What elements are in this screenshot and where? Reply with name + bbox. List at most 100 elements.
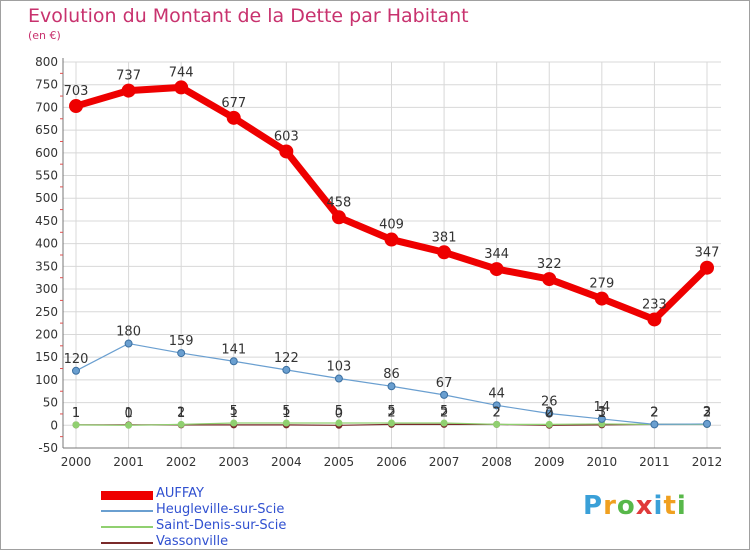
data-label: 1 xyxy=(177,406,185,421)
data-label: 5 xyxy=(230,404,238,419)
data-label: 458 xyxy=(327,195,352,210)
data-point xyxy=(72,421,80,429)
data-label: 344 xyxy=(484,247,509,262)
data-point xyxy=(437,245,452,260)
data-point xyxy=(594,291,609,306)
data-label: 0 xyxy=(124,406,132,421)
y-tick-label: 450 xyxy=(35,214,58,228)
data-label: 1 xyxy=(230,406,238,421)
legend-label: Vassonville xyxy=(156,534,229,549)
chart-title: Evolution du Montant de la Dette par Hab… xyxy=(28,5,469,27)
y-tick-label: 650 xyxy=(35,123,58,137)
data-label: 3 xyxy=(703,405,711,420)
y-tick-label: 200 xyxy=(35,327,58,341)
y-tick-label: 300 xyxy=(35,282,58,296)
data-point xyxy=(545,420,553,428)
data-point xyxy=(69,99,83,114)
y-tick-label: 150 xyxy=(35,350,58,364)
data-point xyxy=(384,232,399,247)
data-label: 44 xyxy=(488,386,505,401)
data-point xyxy=(174,80,189,95)
x-tick-label: 2011 xyxy=(639,455,670,469)
data-label: 2 xyxy=(493,405,501,420)
data-point xyxy=(493,420,501,428)
data-label: 347 xyxy=(695,246,720,261)
data-label: 737 xyxy=(116,69,141,84)
data-point xyxy=(121,83,136,98)
data-point xyxy=(335,419,343,427)
data-point xyxy=(125,421,133,429)
logo-letter: P xyxy=(583,491,604,521)
data-label: 2 xyxy=(177,405,185,420)
data-point xyxy=(177,349,186,358)
x-tick-label: 2009 xyxy=(534,455,565,469)
logo-letter: o xyxy=(616,491,636,521)
data-label: 120 xyxy=(64,352,89,367)
data-label: 1 xyxy=(282,406,290,421)
legend-swatch xyxy=(101,542,153,544)
data-label: 1 xyxy=(72,406,80,421)
data-point xyxy=(542,272,557,287)
data-label: 381 xyxy=(432,230,457,245)
y-tick-label: 600 xyxy=(35,146,58,160)
data-point xyxy=(334,374,343,383)
data-point xyxy=(229,357,238,366)
y-tick-label: 550 xyxy=(35,169,58,183)
x-tick-label: 2000 xyxy=(61,455,92,469)
data-label: 159 xyxy=(169,334,194,349)
data-label: 0 xyxy=(335,406,343,421)
y-tick-label: 500 xyxy=(35,191,58,205)
legend-swatch xyxy=(101,526,153,528)
data-point xyxy=(279,144,294,159)
data-point xyxy=(226,110,241,125)
y-tick-label: 700 xyxy=(35,100,58,114)
y-tick-label: 750 xyxy=(35,78,58,92)
data-label: 677 xyxy=(221,96,246,111)
legend-label: Saint-Denis-sur-Scie xyxy=(156,518,287,533)
data-label: 603 xyxy=(274,129,299,144)
data-label: 2 xyxy=(493,405,501,420)
data-point xyxy=(489,262,504,277)
data-point xyxy=(282,365,291,374)
data-label: 2 xyxy=(650,405,658,420)
logo-letter: i xyxy=(676,491,687,521)
data-label: 103 xyxy=(327,360,352,375)
data-label: 279 xyxy=(589,277,614,292)
logo-letter: r xyxy=(603,491,617,521)
data-point xyxy=(440,390,449,399)
data-label: 2 xyxy=(440,405,448,420)
logo-letter: x xyxy=(635,491,654,521)
x-tick-label: 2006 xyxy=(376,455,407,469)
data-point xyxy=(387,382,396,391)
data-label: 141 xyxy=(221,342,246,357)
x-tick-label: 2005 xyxy=(324,455,355,469)
y-tick-label: 100 xyxy=(35,373,58,387)
data-label: 0 xyxy=(545,406,553,421)
x-tick-label: 2012 xyxy=(692,455,723,469)
data-label: 14 xyxy=(594,400,611,415)
data-point xyxy=(388,419,395,427)
data-label: 233 xyxy=(642,297,667,312)
data-label: 26 xyxy=(541,394,558,409)
data-label: 5 xyxy=(282,404,290,419)
data-label: 1 xyxy=(598,406,606,421)
data-label: 703 xyxy=(64,84,89,99)
x-tick-label: 2003 xyxy=(218,455,249,469)
data-label: 2 xyxy=(387,405,395,420)
data-point xyxy=(650,420,659,429)
x-tick-label: 2001 xyxy=(113,455,144,469)
data-label: 2 xyxy=(703,405,711,420)
data-label: 5 xyxy=(335,404,343,419)
x-tick-label: 2007 xyxy=(429,455,460,469)
x-tick-label: 2002 xyxy=(166,455,197,469)
y-tick-label: -50 xyxy=(38,441,58,455)
data-label: 2 xyxy=(650,405,658,420)
y-tick-label: 0 xyxy=(50,418,58,432)
data-label: 3 xyxy=(598,405,606,420)
legend-label: Heugleville-sur-Scie xyxy=(156,502,285,517)
x-tick-label: 2008 xyxy=(481,455,512,469)
data-label: 2 xyxy=(545,405,553,420)
data-point xyxy=(230,419,238,427)
